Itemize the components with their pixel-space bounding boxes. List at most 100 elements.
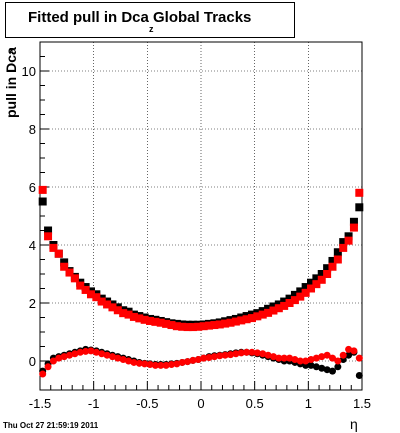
data-point-circle-black [328,367,336,375]
data-point-square-red [129,312,138,321]
data-point-circle-red [184,358,192,366]
data-point-square-red [49,243,58,252]
chart-title-suffix: Global Tracks [153,9,252,26]
data-point-circle-red [71,350,79,358]
data-point-square-black [269,302,278,311]
data-point-square-red [108,303,117,312]
data-point-circle-red [114,354,122,362]
data-point-square-red [65,268,74,277]
chart-title-box: Fitted pull in Dca Global Tracks z [5,2,295,38]
data-point-square-red [146,316,155,325]
data-point-circle-red [60,353,68,361]
data-point-circle-red [259,350,267,358]
x-tick-label: 1 [305,396,312,411]
data-point-square-red [258,310,267,319]
y-tick-label: 4 [29,238,36,253]
x-axis-label: η [350,416,358,432]
y-tick-label: 0 [29,354,36,369]
data-point-square-red [119,309,128,318]
x-tick-label: 0.5 [246,396,264,411]
data-point-square-red [156,318,165,327]
data-point-circle-red [280,354,288,362]
data-point-square-red [194,322,203,331]
data-point-circle-red [227,351,235,359]
data-point-circle-red [345,345,353,353]
data-point-square-black [264,304,273,313]
data-point-square-red [210,321,219,330]
data-point-square-black [60,258,69,267]
data-point-circle-red [178,358,186,366]
data-point-circle-black [307,361,315,369]
data-point-circle-red [269,353,277,361]
data-point-square-red [264,308,273,317]
data-point-square-red [323,270,332,278]
data-point-circle-red [253,349,261,357]
data-point-square-black [296,287,305,296]
data-point-square-black [344,232,353,241]
data-point-circle-red [92,348,100,356]
data-point-square-red [162,319,171,328]
data-point-circle-red [318,353,326,361]
data-point-square-black [285,294,294,303]
data-point-square-black [349,217,358,226]
data-point-square-red [301,288,310,297]
data-point-circle-red [76,348,84,356]
data-point-circle-red [55,354,63,362]
data-point-circle-red [98,350,106,358]
data-point-circle-black [312,363,320,371]
data-point-square-red [86,290,95,299]
data-point-square-red [333,255,342,264]
data-point-square-black [328,256,337,265]
data-point-square-red [135,314,144,323]
y-tick-label: 10 [22,64,36,79]
data-point-square-red [296,292,305,301]
data-point-circle-red [167,360,175,368]
data-point-square-red [97,297,106,306]
data-point-circle-red [328,354,336,362]
data-point-square-red [103,300,112,309]
data-point-circle-black [355,372,363,379]
data-point-square-red [60,262,69,271]
data-point-square-red [81,285,90,294]
data-point-circle-red [355,354,363,362]
data-point-circle-red [173,360,181,368]
data-point-square-red [328,262,337,271]
data-point-square-black [339,238,348,247]
data-point-square-red [247,314,256,323]
data-point-square-red [113,306,122,315]
data-point-circle-red [232,350,240,358]
data-point-circle-red [151,361,159,369]
data-point-square-red [242,315,251,324]
data-point-square-red [274,304,283,313]
x-tick-label: -1 [88,396,100,411]
data-point-square-red [38,185,47,194]
data-point-square-red [199,322,208,331]
data-point-square-red [183,323,192,332]
data-point-circle-red [307,356,315,364]
chart-title: Fitted pull in Dca Global Tracks [28,9,251,26]
data-point-circle-red [243,348,251,356]
data-point-circle-red [312,354,320,362]
data-point-square-red [237,316,246,325]
data-point-circle-red [291,356,299,364]
data-point-square-red [290,296,299,305]
data-point-square-red [124,310,133,319]
data-point-square-black [280,297,289,306]
data-point-square-red [151,317,160,326]
data-point-circle-red [87,347,95,355]
data-point-square-red [317,275,326,284]
data-point-circle-red [125,357,133,365]
data-point-circle-red [275,354,283,362]
y-axis-label: pull in Dca [3,47,19,118]
data-point-square-red [355,188,364,197]
data-point-circle-red [339,351,347,359]
timestamp: Thu Oct 27 21:59:19 2011 [3,421,99,430]
x-tick-label: 0 [197,396,204,411]
data-point-square-red [54,249,63,258]
data-point-circle-red [221,351,229,359]
data-point-circle-red [194,356,202,364]
y-tick-label: 8 [29,122,36,137]
data-point-circle-red [146,360,154,368]
y-axis-label-subscript: z [9,45,14,55]
